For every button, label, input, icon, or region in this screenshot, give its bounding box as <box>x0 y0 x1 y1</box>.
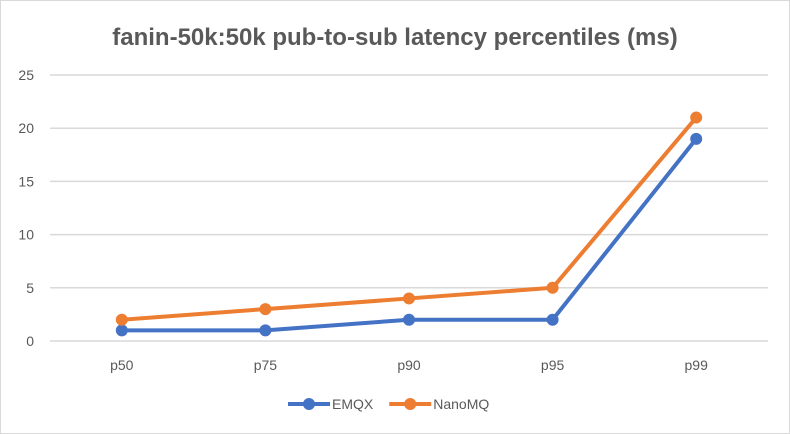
data-point-nanomq <box>546 281 559 294</box>
x-tick-label: p75 <box>254 357 278 373</box>
series-line-nanomq <box>121 116 698 322</box>
legend-item-nanomq: NanoMQ <box>389 396 489 412</box>
data-point-nanomq <box>403 292 415 305</box>
y-tick-label: 5 <box>26 280 34 296</box>
legend-marker <box>303 398 315 410</box>
legend-label: NanoMQ <box>433 396 489 412</box>
y-tick-label: 15 <box>18 173 34 189</box>
legend-marker <box>404 398 417 410</box>
legend-item-emqx: EMQX <box>288 396 374 412</box>
data-point-nanomq <box>115 313 128 326</box>
legend-label: EMQX <box>332 396 374 412</box>
data-point-emqx <box>115 324 128 337</box>
x-tick-label: p99 <box>685 357 709 373</box>
data-point-nanomq <box>690 111 703 124</box>
data-point-emqx <box>403 313 415 326</box>
chart-title: fanin-50k:50k pub-to-sub latency percent… <box>112 24 677 51</box>
data-point-emqx <box>259 324 272 337</box>
y-tick-label: 25 <box>18 67 34 83</box>
data-point-emqx <box>546 313 559 326</box>
y-tick-label: 0 <box>26 333 34 349</box>
x-tick-label: p95 <box>541 357 565 373</box>
x-tick-label: p90 <box>397 357 421 373</box>
y-tick-label: 20 <box>18 120 34 136</box>
x-tick-label: p50 <box>110 357 134 373</box>
data-point-nanomq <box>259 303 272 316</box>
data-point-emqx <box>690 132 703 145</box>
y-tick-label: 10 <box>18 227 34 243</box>
